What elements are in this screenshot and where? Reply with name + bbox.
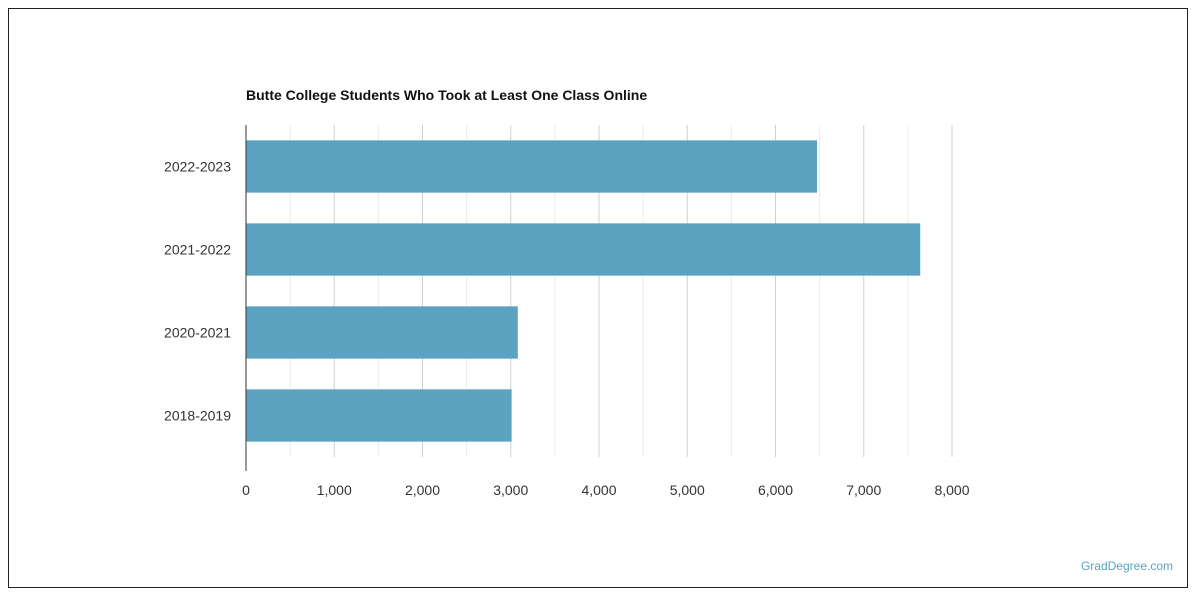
bar-2022-2023[interactable] — [246, 140, 817, 193]
x-tick-label: 8,000 — [934, 482, 969, 498]
category-label: 2021-2022 — [164, 242, 231, 258]
category-labels: 2022-2023 2021-2022 2020-2021 2018-2019 — [164, 159, 231, 424]
x-tick-label: 4,000 — [581, 482, 616, 498]
x-tick-labels: 0 1,000 2,000 3,000 4,000 5,000 6,000 7,000 8,00… — [242, 482, 970, 498]
bar-2020-2021[interactable] — [246, 306, 518, 359]
watermark-credit: GradDegree.com — [1080, 559, 1173, 573]
x-tick-label: 0 — [242, 482, 250, 498]
x-tick-label: 3,000 — [493, 482, 528, 498]
category-label: 2018-2019 — [164, 408, 231, 424]
chart: Butte College Students Who Took at Least… — [164, 87, 970, 498]
category-label: 2022-2023 — [164, 159, 231, 175]
x-tick-label: 2,000 — [405, 482, 440, 498]
x-tick-label: 6,000 — [758, 482, 793, 498]
x-tick-label: 1,000 — [317, 482, 352, 498]
bar-2018-2019[interactable] — [246, 389, 512, 442]
x-tick-label: 7,000 — [846, 482, 881, 498]
chart-title: Butte College Students Who Took at Least… — [246, 87, 647, 103]
category-label: 2020-2021 — [164, 325, 231, 341]
bar-2021-2022[interactable] — [246, 223, 921, 276]
x-tick-label: 5,000 — [670, 482, 705, 498]
chart-frame: Butte College Students Who Took at Least… — [8, 8, 1188, 588]
bars — [246, 140, 921, 442]
